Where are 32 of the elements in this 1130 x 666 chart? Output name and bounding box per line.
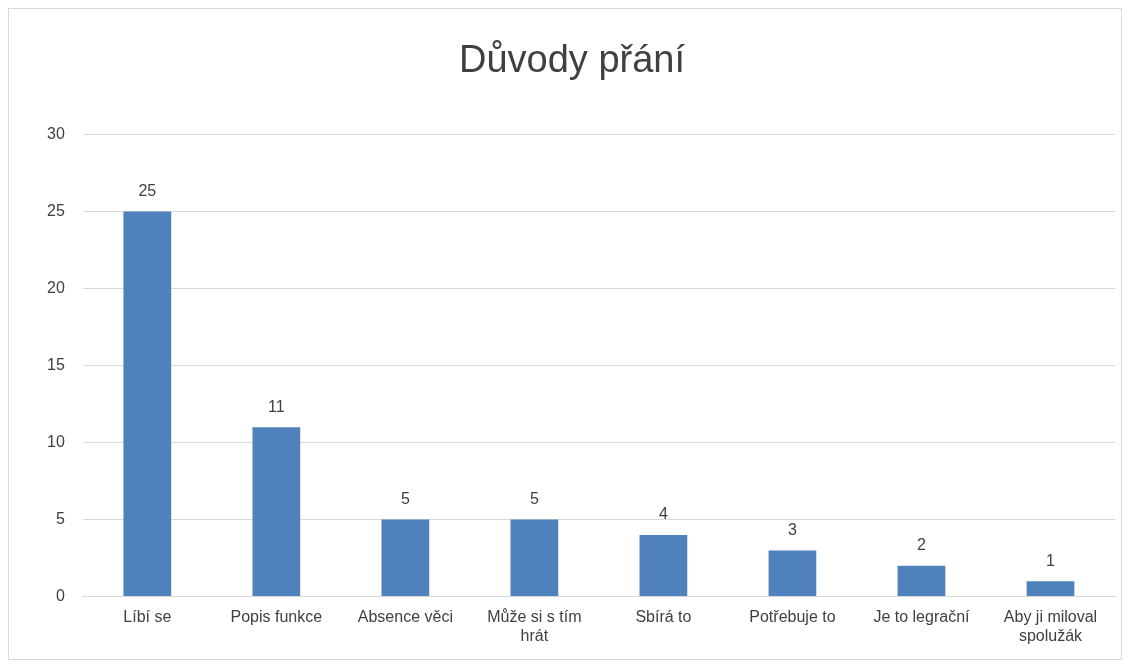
bar bbox=[510, 519, 559, 597]
bar bbox=[381, 519, 430, 597]
data-label: 11 bbox=[268, 397, 285, 415]
y-tick-label: 10 bbox=[47, 433, 65, 451]
bar bbox=[897, 565, 946, 597]
y-tick-label: 20 bbox=[47, 279, 65, 297]
data-label: 2 bbox=[917, 536, 927, 554]
y-tick-label: 5 bbox=[55, 510, 65, 528]
data-label: 25 bbox=[138, 182, 157, 200]
x-tick-label: Sbírá to bbox=[635, 607, 692, 625]
x-tick-label: Líbí se bbox=[123, 607, 172, 625]
y-tick-label: 30 bbox=[47, 125, 65, 143]
x-tick-label: Aby ji miloval spolužák bbox=[1003, 607, 1098, 644]
bar bbox=[1026, 581, 1075, 597]
x-tick-label: Je to legrační bbox=[873, 607, 971, 625]
data-label: 3 bbox=[787, 520, 797, 538]
bar bbox=[768, 550, 817, 597]
chart-title: Důvody přání bbox=[458, 38, 686, 81]
data-label: 5 bbox=[400, 490, 410, 508]
x-tick-label: Absence věci bbox=[357, 607, 453, 625]
bar bbox=[639, 535, 688, 597]
x-tick-label: Potřebuje to bbox=[749, 607, 836, 625]
data-label: 5 bbox=[529, 490, 539, 508]
data-label: 4 bbox=[658, 505, 668, 523]
data-label: 1 bbox=[1046, 551, 1056, 569]
x-tick-label: Může si s tím hrát bbox=[487, 607, 582, 644]
bar bbox=[123, 211, 172, 597]
y-tick-label: 15 bbox=[47, 356, 65, 374]
x-tick-label: Popis funkce bbox=[230, 607, 323, 625]
bar bbox=[252, 427, 301, 597]
y-tick-label: 25 bbox=[47, 202, 65, 220]
y-tick-label: 0 bbox=[55, 587, 65, 605]
